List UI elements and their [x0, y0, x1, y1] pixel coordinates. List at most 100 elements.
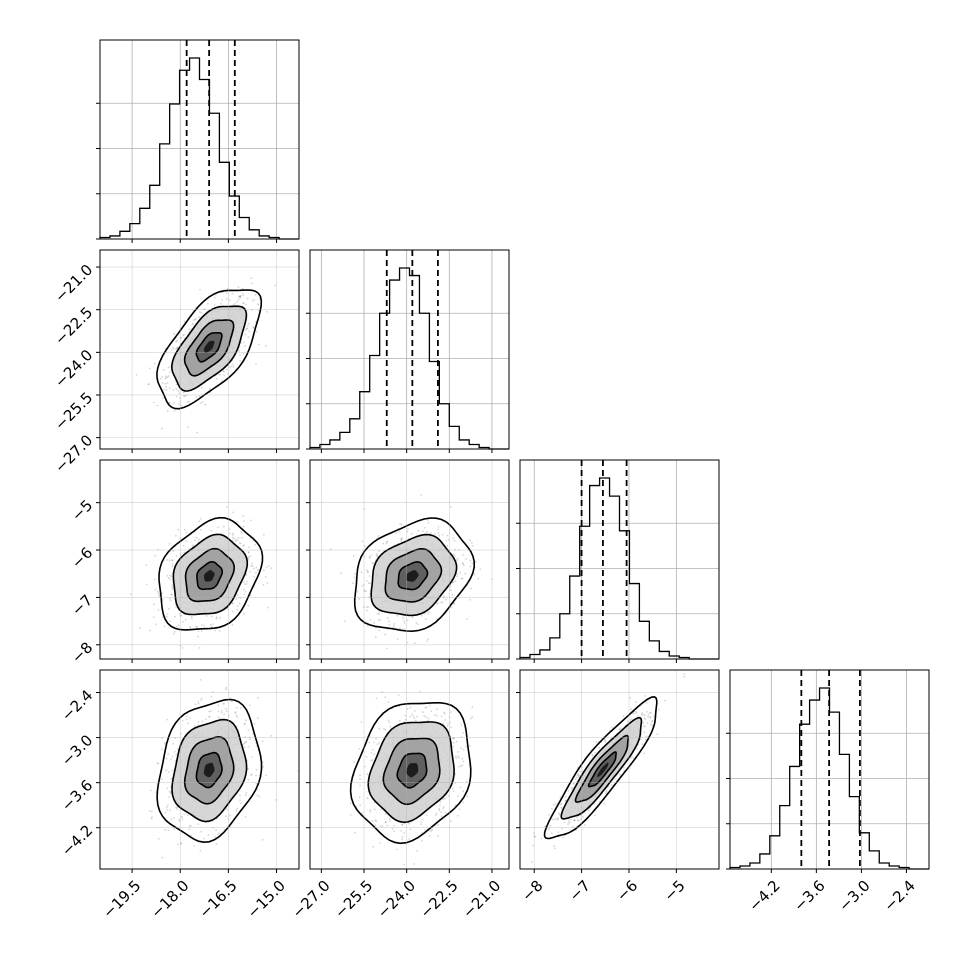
sample-point — [236, 539, 239, 542]
density-fill — [204, 570, 215, 582]
sample-point — [436, 708, 438, 711]
sample-point — [198, 395, 201, 398]
sample-point — [154, 588, 157, 591]
sample-point — [239, 802, 242, 805]
histogram-panel-3 — [726, 669, 930, 873]
sample-point — [201, 386, 203, 389]
sample-point — [353, 576, 356, 579]
sample-point — [426, 638, 429, 641]
sample-point — [170, 349, 173, 351]
sample-point — [255, 566, 258, 569]
sample-point — [210, 625, 213, 628]
sample-point — [417, 529, 420, 532]
sample-point — [266, 582, 269, 584]
sample-point — [243, 612, 245, 615]
sample-point — [200, 402, 202, 404]
sample-point — [247, 729, 250, 732]
sample-point — [219, 717, 221, 720]
sample-point — [180, 732, 182, 735]
sample-point — [428, 829, 431, 832]
sample-point — [370, 760, 373, 762]
sample-point — [247, 778, 250, 781]
sample-point — [156, 404, 159, 407]
sample-point — [413, 642, 416, 645]
density-fill — [406, 570, 419, 582]
sample-point — [182, 621, 184, 623]
sample-point — [167, 753, 170, 755]
sample-point — [162, 397, 164, 399]
sample-point — [198, 647, 201, 649]
sample-point — [370, 752, 373, 754]
sample-point — [267, 606, 270, 609]
sample-point — [175, 347, 178, 350]
sample-point — [150, 810, 153, 813]
sample-point — [167, 375, 170, 377]
sample-point — [434, 814, 437, 817]
sample-point — [235, 521, 238, 524]
sample-point — [461, 764, 464, 767]
sample-point — [215, 617, 218, 620]
sample-point — [375, 820, 377, 822]
sample-point — [176, 806, 179, 808]
sample-point — [381, 825, 384, 828]
panel-frame — [729, 669, 930, 870]
sample-point — [168, 387, 171, 390]
sample-point — [455, 757, 458, 759]
sample-point — [386, 541, 388, 543]
sample-point — [384, 729, 386, 731]
sample-point — [396, 848, 398, 851]
sample-point — [367, 606, 370, 608]
sample-point — [180, 816, 183, 819]
sample-point — [252, 733, 255, 736]
sample-point — [430, 710, 433, 713]
sample-point — [420, 494, 423, 496]
sample-point — [262, 765, 265, 768]
sample-point — [437, 526, 440, 528]
sample-point — [446, 544, 449, 547]
sample-point — [245, 580, 248, 583]
contour-line — [196, 561, 223, 591]
sample-point — [554, 802, 557, 805]
sample-point — [244, 345, 247, 348]
sample-point — [160, 778, 163, 781]
sample-point — [178, 613, 181, 615]
sample-point — [173, 817, 175, 819]
sample-point — [236, 594, 239, 596]
sample-point — [249, 738, 252, 741]
sample-point — [424, 706, 427, 709]
sample-point — [643, 752, 646, 755]
sample-point — [237, 298, 240, 301]
sample-point — [189, 626, 192, 628]
sample-point — [192, 319, 195, 321]
sample-point — [168, 401, 171, 404]
sample-point — [452, 602, 455, 605]
sample-point — [166, 382, 169, 384]
sample-point — [164, 375, 167, 377]
sample-point — [571, 825, 574, 828]
sample-point — [218, 832, 221, 834]
sample-point — [175, 534, 177, 537]
sample-point — [270, 567, 272, 570]
density-fill — [406, 763, 419, 778]
sample-point — [197, 721, 200, 724]
sample-point — [452, 737, 455, 740]
sample-point — [420, 615, 423, 617]
sample-point — [231, 700, 233, 703]
sample-point — [197, 635, 200, 638]
sample-point — [393, 824, 396, 827]
sample-point — [230, 365, 233, 368]
sample-point — [425, 716, 427, 718]
contour-line — [349, 702, 472, 845]
sample-point — [431, 828, 433, 831]
sample-point — [424, 527, 426, 529]
sample-point — [361, 540, 364, 543]
sample-point — [171, 755, 174, 758]
sample-point — [252, 567, 255, 570]
sample-point — [175, 340, 177, 343]
sample-point — [389, 820, 391, 822]
sample-point — [201, 401, 204, 403]
sample-point — [413, 863, 415, 865]
sample-point — [210, 529, 213, 532]
sample-point — [458, 765, 460, 768]
sample-point — [145, 583, 148, 586]
